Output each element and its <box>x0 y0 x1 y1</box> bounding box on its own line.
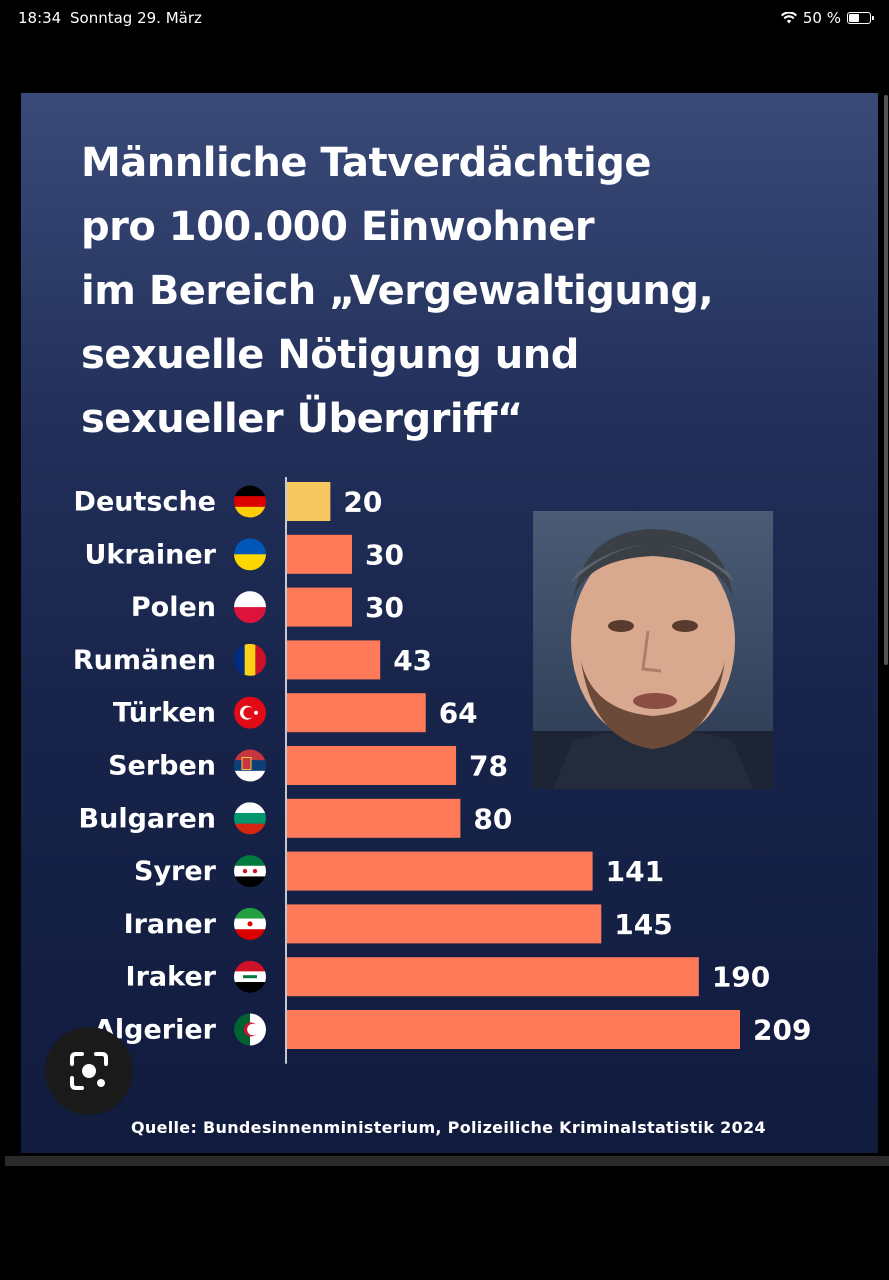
turkey-flag-icon <box>234 696 266 729</box>
algeria-flag-icon <box>234 1013 266 1046</box>
category-label: Iraker <box>126 962 217 993</box>
value-label: 141 <box>606 855 664 888</box>
bar <box>287 693 426 733</box>
bar-row: Algerier 209 <box>94 1010 811 1049</box>
poland-flag-icon <box>234 591 266 624</box>
category-label: Türken <box>113 698 216 729</box>
bar <box>287 904 602 944</box>
bar-row: Syrer 141 <box>134 851 664 891</box>
bar-row: Türken 64 <box>113 693 478 733</box>
bar <box>287 957 699 997</box>
value-label: 20 <box>343 486 382 519</box>
bar-chart: Deutsche 20 Ukrainer 30 Polen 30 Rumänen 43 Türk… <box>73 477 811 1064</box>
romania-flag-icon <box>234 643 266 676</box>
bottom-divider <box>5 1156 889 1166</box>
bar-row: Polen 30 <box>131 587 404 627</box>
value-label: 80 <box>473 802 512 835</box>
bulgaria-flag-icon <box>234 802 266 835</box>
bar <box>287 482 331 521</box>
bar-row: Serben 78 <box>108 746 508 785</box>
battery-icon <box>847 12 874 24</box>
category-label: Bulgaren <box>79 803 216 834</box>
category-label: Iraner <box>124 909 217 940</box>
status-time: 18:34 <box>18 9 62 27</box>
value-label: 190 <box>712 961 770 994</box>
category-label: Deutsche <box>74 487 216 518</box>
source-note: Quelle: Bundesinnenministerium, Polizeil… <box>131 1118 766 1137</box>
bar <box>287 534 353 574</box>
category-label: Rumänen <box>73 645 216 676</box>
value-label: 209 <box>753 1014 811 1047</box>
iran-flag-icon <box>234 907 266 940</box>
serbia-flag-icon <box>234 749 266 782</box>
bar <box>287 851 593 891</box>
battery-percent: 50 % <box>802 9 841 27</box>
bar <box>287 798 461 838</box>
value-label: 145 <box>614 908 672 941</box>
bar-row: Ukrainer 30 <box>84 534 404 574</box>
bar-row: Bulgaren 80 <box>79 798 512 838</box>
status-date: Sonntag 29. März <box>70 9 202 27</box>
syria-flag-icon <box>234 855 266 888</box>
category-label: Ukrainer <box>84 539 216 570</box>
scroll-indicator[interactable] <box>884 95 888 665</box>
category-label: Serben <box>108 751 216 782</box>
bar-row: Rumänen 43 <box>73 640 432 680</box>
value-label: 30 <box>365 591 404 624</box>
infographic-card: Männliche Tatverdächtige pro 100.000 Ein… <box>21 93 878 1153</box>
ukraine-flag-icon <box>234 538 266 571</box>
bar <box>287 587 353 627</box>
germany-flag-icon <box>234 485 266 518</box>
google-lens-icon <box>70 1052 108 1090</box>
wifi-icon <box>780 12 797 24</box>
chart-title: Männliche Tatverdächtige pro 100.000 Ein… <box>81 140 714 442</box>
bar-row: Iraner 145 <box>124 904 673 944</box>
google-lens-button[interactable] <box>45 1027 133 1115</box>
bar-row: Deutsche 20 <box>74 482 382 521</box>
iraq-flag-icon <box>234 960 266 993</box>
bar-row: Iraker 190 <box>126 957 770 997</box>
value-label: 78 <box>469 750 508 783</box>
value-label: 30 <box>365 538 404 571</box>
status-bar: 18:34 Sonntag 29. März 50 % <box>0 0 889 36</box>
value-label: 43 <box>393 644 432 677</box>
category-label: Polen <box>131 592 216 623</box>
bar <box>287 746 457 785</box>
bar <box>287 1010 740 1049</box>
person-webcam-icon <box>533 511 773 789</box>
category-label: Syrer <box>134 856 217 887</box>
bar <box>287 640 381 680</box>
value-label: 64 <box>439 697 478 730</box>
